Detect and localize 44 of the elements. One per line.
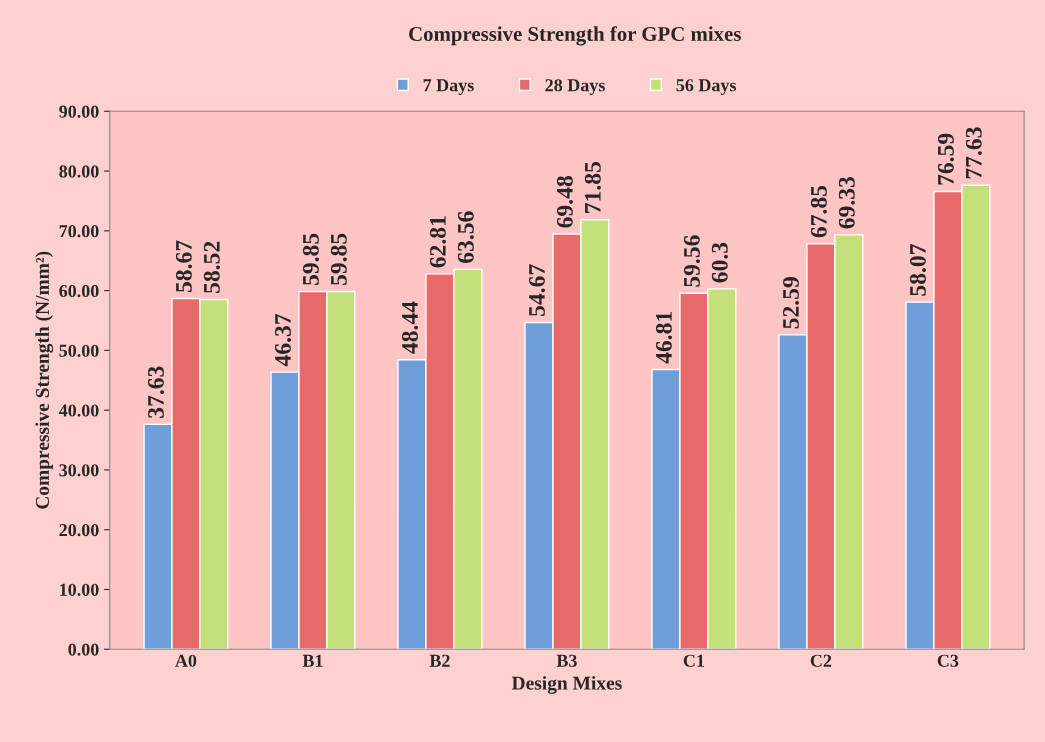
data-label: 54.67: [529, 264, 545, 316]
y-tick-label: 0.00: [68, 643, 99, 656]
data-label: 59.56: [683, 235, 700, 287]
x-tick-label: B3: [556, 654, 577, 667]
data-label: 48.44: [401, 301, 418, 354]
x-tick-label: C1: [683, 654, 705, 667]
data-label: 62.81: [429, 216, 446, 268]
y-tick-label: 60.00: [59, 284, 99, 298]
data-label: 37.63: [148, 366, 164, 418]
data-label: 69.48: [556, 176, 573, 228]
y-tick-label: 80.00: [59, 165, 99, 178]
y-tick-label: 20.00: [59, 523, 99, 537]
y-axis-title: Compressive Strength (N/mm²): [35, 251, 54, 509]
data-label: 58.52: [203, 241, 220, 293]
y-tick-label: 40.00: [58, 404, 99, 417]
data-label: 59.85: [302, 233, 319, 286]
data-label: 71.85: [584, 161, 601, 213]
data-label: 58.67: [175, 240, 192, 293]
data-label: 46.81: [655, 312, 672, 364]
data-label: 58.07: [909, 244, 926, 296]
legend-label: 7 Days: [423, 79, 474, 96]
x-tick-label: C3: [937, 654, 959, 667]
data-label: 77.63: [965, 127, 982, 179]
x-tick-label: A0: [175, 654, 197, 667]
y-tick-label: 70.00: [59, 225, 99, 238]
chart-title: Compressive Strength for GPC mixes: [409, 26, 741, 46]
data-label: 63.56: [457, 211, 474, 263]
x-tick-label: B1: [302, 654, 323, 667]
x-axis-title: Design Mixes: [511, 676, 622, 694]
x-tick-label: B2: [429, 654, 450, 667]
y-tick-label: 10.00: [60, 583, 99, 596]
data-label: 69.33: [838, 176, 855, 229]
y-tick-label: 50.00: [59, 344, 99, 357]
data-label: 76.59: [937, 133, 954, 185]
x-tick-label: C2: [810, 654, 832, 667]
legend-label: 28 Days: [545, 79, 605, 96]
legend-label: 56 Days: [676, 79, 737, 96]
data-label: 59.85: [330, 233, 347, 286]
data-label: 67.85: [810, 185, 827, 238]
y-tick-label: 90.00: [59, 105, 99, 118]
y-tick-label: 30.00: [59, 464, 99, 477]
data-label: 46.37: [275, 313, 291, 367]
data-label: 52.59: [783, 277, 799, 329]
data-label: 60.3: [711, 242, 728, 283]
